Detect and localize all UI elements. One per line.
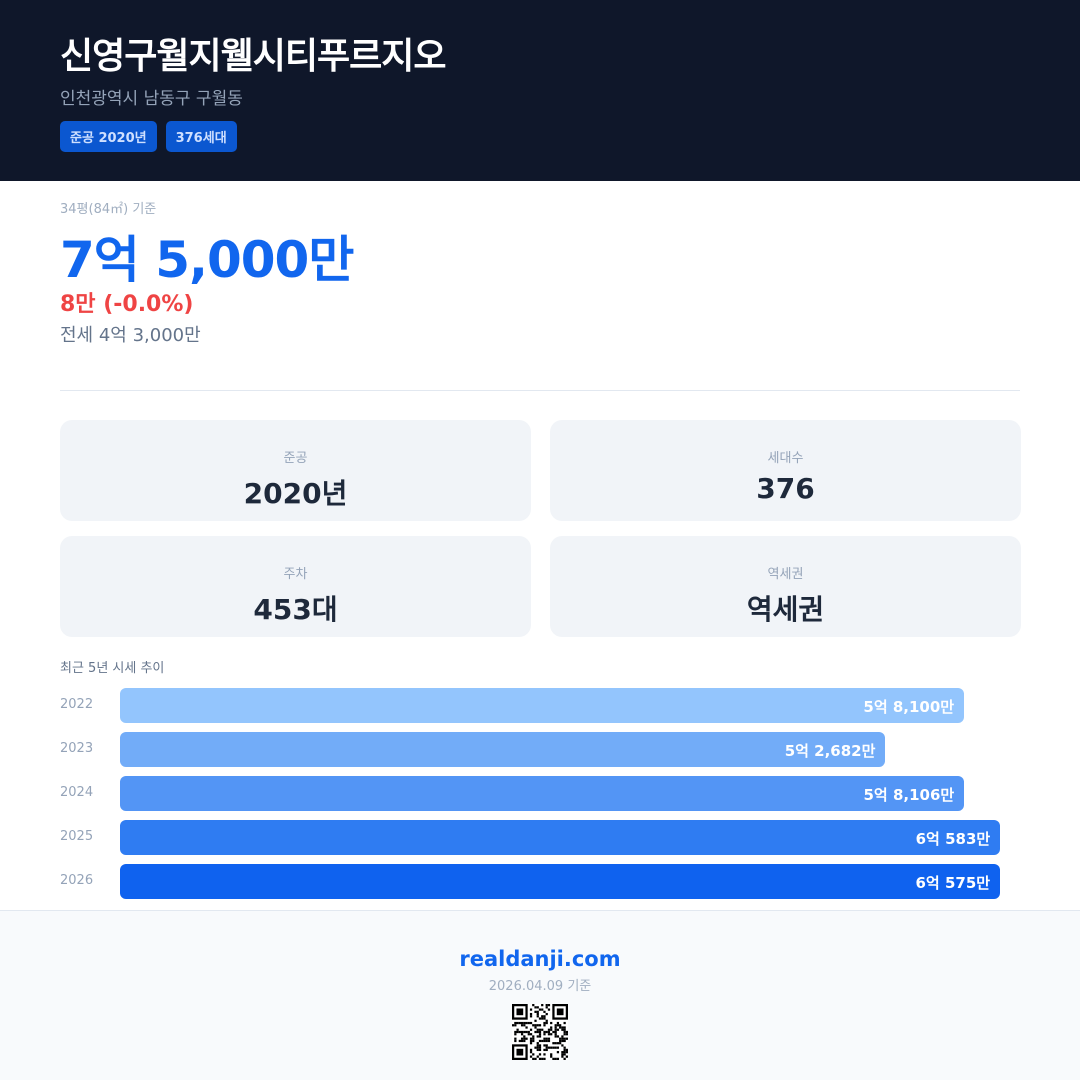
stat-value: 376 [756,472,815,505]
sale-price: 7억 5,000만 [60,231,354,289]
stat-label: 주차 [283,567,308,582]
stat-value: 역세권 [746,593,825,626]
year-label: 2025 [60,829,94,844]
trend-bar: 5억 8,106만 [120,776,965,811]
trend-row: 2023 5억 2,682만 [60,732,1020,767]
trend-bar: 5억 8,100만 [120,688,965,723]
qr-code-icon[interactable] [512,1004,568,1060]
bar-value-label: 6억 575만 [915,874,991,892]
trend-row: 2026 6억 575만 [60,864,1020,899]
badge-built-year: 준공 2020년 [60,121,157,152]
trend-bar: 6억 575만 [120,864,1001,899]
trend-title: 최근 5년 시세 추이 [60,661,165,676]
bar-value-label: 5억 2,682만 [784,742,876,760]
trend-row: 2025 6억 583만 [60,820,1020,855]
trend-bar: 5억 2,682만 [120,732,886,767]
stat-value: 453대 [253,593,338,626]
complex-title: 신영구월지웰시티푸르지오 [60,36,446,77]
year-label: 2026 [60,873,94,888]
trend-row: 2024 5억 8,106만 [60,776,1020,811]
stat-card-station: 역세권 역세권 [550,536,1021,637]
jeonse-price: 전세 4억 3,000만 [60,325,201,346]
bar-value-label: 5억 8,106만 [863,786,955,804]
data-date: 2026.04.09 기준 [488,979,592,994]
bar-value-label: 6억 583만 [915,830,991,848]
stat-label: 세대수 [767,451,804,466]
site-link[interactable]: realdanji.com [459,947,621,971]
footer: realdanji.com 2026.04.09 기준 [0,910,1080,1080]
stat-label: 역세권 [767,567,804,582]
year-label: 2022 [60,697,94,712]
stat-card-parking: 주차 453대 [60,536,531,637]
price-change: 8만 (-0.0%) [60,292,194,317]
trend-bar: 6억 583만 [120,820,1001,855]
year-label: 2024 [60,785,94,800]
badge-households: 376세대 [165,121,237,152]
bar-value-label: 5억 8,100만 [863,698,955,716]
header: 신영구월지웰시티푸르지오 인천광역시 남동구 구월동 준공 2020년 376세… [0,0,1080,181]
price-basis: 34평(84㎡) 기준 [60,202,157,217]
stat-value: 2020년 [243,477,348,510]
stat-card-households: 세대수 376 [550,420,1021,521]
divider [60,390,1020,391]
stat-label: 준공 [283,451,308,466]
year-label: 2023 [60,741,94,756]
trend-row: 2022 5억 8,100만 [60,688,1020,723]
stat-card-built: 준공 2020년 [60,420,531,521]
address: 인천광역시 남동구 구월동 [60,89,243,109]
